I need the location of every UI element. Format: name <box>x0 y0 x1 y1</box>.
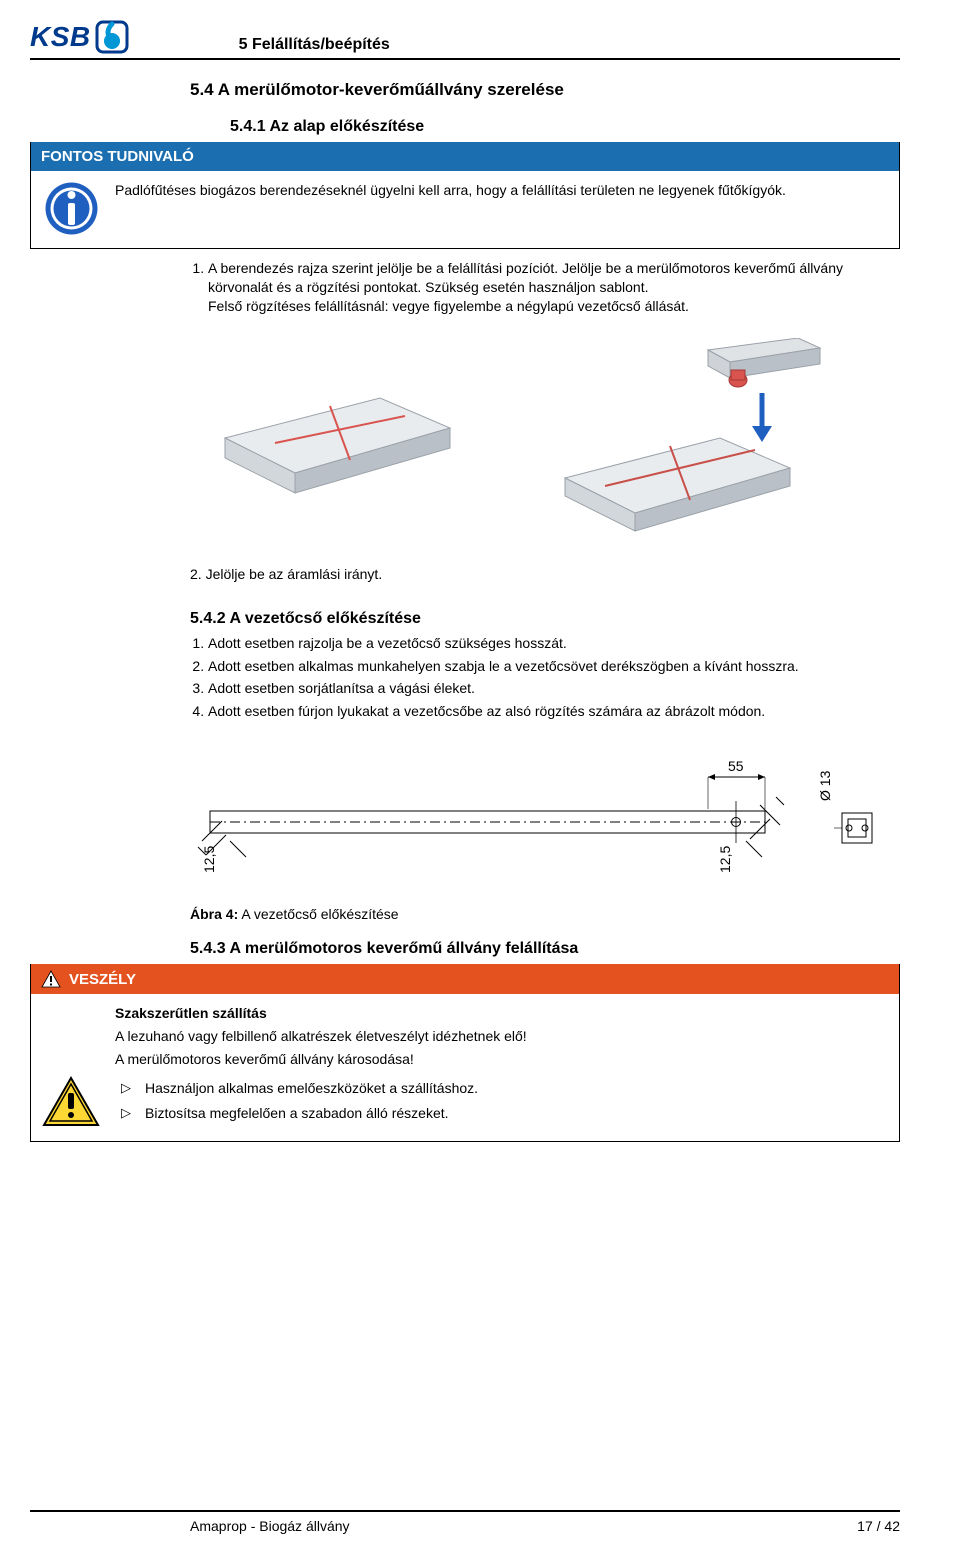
guide-tube-diagram: 55 12,5 12,5 Ø 13 <box>190 741 900 894</box>
figure-slabs <box>190 338 900 538</box>
footer-right: 17 / 42 <box>857 1518 900 1534</box>
info-callout: FONTOS TUDNIVALÓ Padlófűtéses biogázos b… <box>30 142 900 249</box>
step2-num: 2. <box>190 566 202 582</box>
step-5-4-2-3: Adott esetben sorjátlanítsa a vágási éle… <box>208 679 900 698</box>
heading-5-4-1: 5.4.1 Az alap előkészítése <box>230 118 900 136</box>
footer-left: Amaprop - Biogáz állvány <box>190 1518 350 1534</box>
danger-title: VESZÉLY <box>69 971 136 988</box>
steps-5-4-1: A berendezés rajza szerint jelölje be a … <box>208 259 900 316</box>
page-footer: Amaprop - Biogáz állvány 17 / 42 <box>30 1510 900 1534</box>
figure-4-caption: Ábra 4: A vezetőcső előkészítése <box>190 906 900 922</box>
step-5-4-1-1b: Felső rögzítéses felállításnál: vegye fi… <box>208 298 689 314</box>
logo-icon <box>95 20 129 54</box>
danger-bullet-2: Biztosítsa megfelelően a szabadon álló r… <box>121 1104 887 1123</box>
step-5-4-1-1a: A berendezés rajza szerint jelölje be a … <box>208 260 843 295</box>
slab-left-icon <box>190 338 480 508</box>
info-callout-title: FONTOS TUDNIVALÓ <box>31 142 899 171</box>
heading-5-4: 5.4 A merülőmotor-keverőműállvány szerel… <box>190 80 900 100</box>
step-5-4-2-4: Adott esetben fúrjon lyukakat a vezetőcs… <box>208 702 900 721</box>
section-title: 5 Felállítás/beépítés <box>239 36 390 54</box>
step-5-4-2-1: Adott esetben rajzolja be a vezetőcső sz… <box>208 634 900 653</box>
step-5-4-2-2: Adott esetben alkalmas munkahelyen szabj… <box>208 657 900 676</box>
logo: KSB <box>30 20 129 54</box>
info-icon <box>41 181 101 236</box>
dim-12-5-right: 12,5 <box>717 846 733 873</box>
step-5-4-1-2: 2. Jelölje be az áramlási irányt. <box>190 566 900 582</box>
danger-callout-head: VESZÉLY <box>31 964 899 994</box>
dim-55-label: 55 <box>728 758 744 774</box>
danger-subtitle: Szakszerűtlen szállítás <box>115 1004 887 1023</box>
warning-icon <box>41 1004 101 1128</box>
warning-triangle-small-icon <box>41 970 61 988</box>
slab-right-icon <box>530 338 830 538</box>
danger-bullet-1: Használjon alkalmas emelőeszközöket a sz… <box>121 1079 887 1098</box>
danger-bullets: Használjon alkalmas emelőeszközöket a sz… <box>121 1079 887 1123</box>
info-callout-text: Padlófűtéses biogázos berendezéseknél üg… <box>115 181 887 236</box>
dim-12-5-left: 12,5 <box>201 846 217 873</box>
logo-text: KSB <box>30 21 91 53</box>
danger-line-1: A lezuhanó vagy felbillenő alkatrészek é… <box>115 1027 887 1046</box>
heading-5-4-2: 5.4.2 A vezetőcső előkészítése <box>190 610 900 628</box>
figure-4-label: Ábra 4: <box>190 906 238 922</box>
danger-callout: VESZÉLY Szakszerűtlen szállítás A lezuha… <box>30 964 900 1141</box>
steps-5-4-2: Adott esetben rajzolja be a vezetőcső sz… <box>208 634 900 722</box>
heading-5-4-3: 5.4.3 A merülőmotoros keverőmű állvány f… <box>190 940 900 958</box>
danger-line-2: A merülőmotoros keverőmű állvány károsod… <box>115 1050 887 1069</box>
dim-d13: Ø 13 <box>817 771 833 802</box>
step2-text: Jelölje be az áramlási irányt. <box>206 566 383 582</box>
figure-4-text: A vezetőcső előkészítése <box>241 906 398 922</box>
page-header: KSB 5 Felállítás/beépítés <box>30 20 900 60</box>
